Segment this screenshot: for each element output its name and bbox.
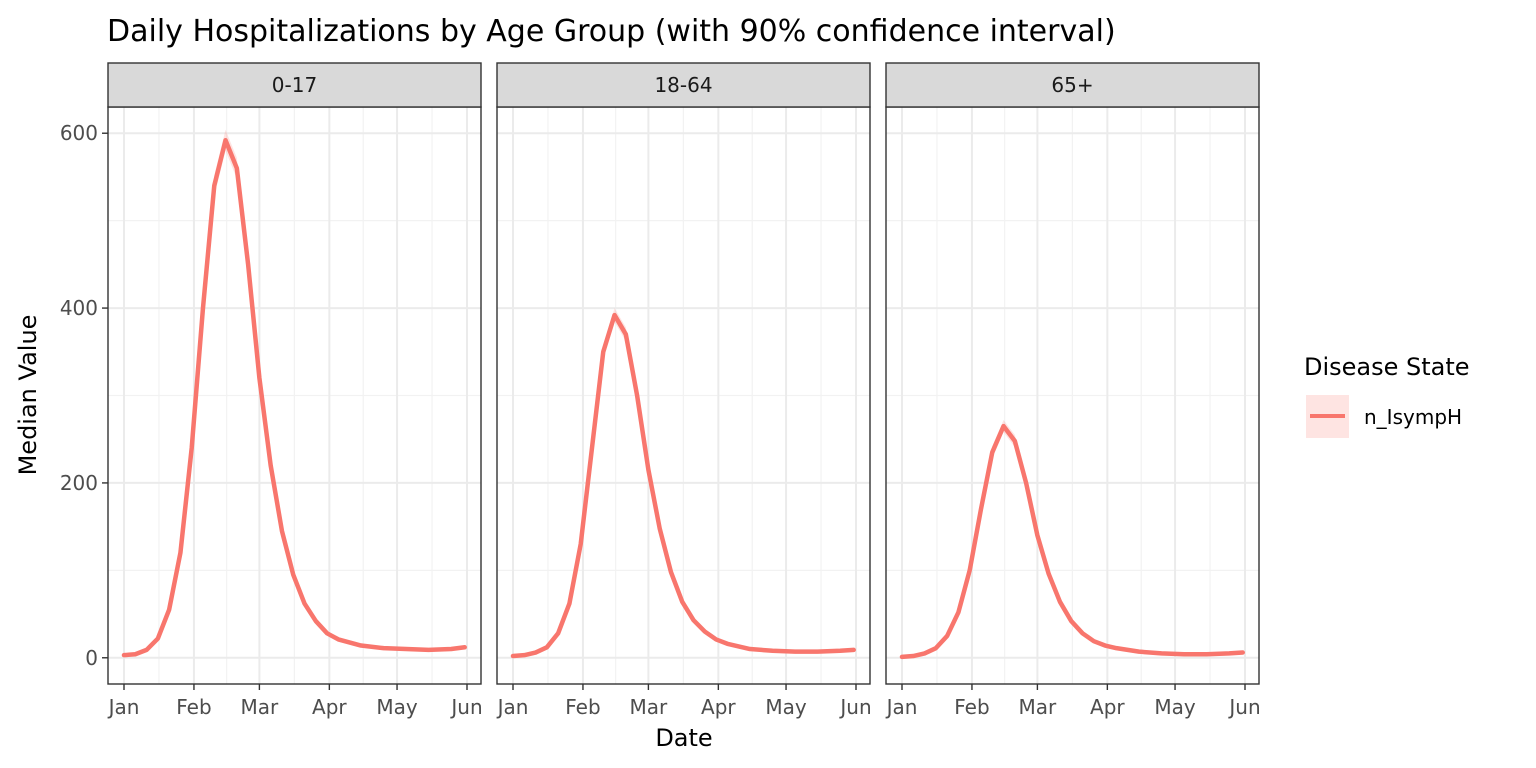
legend-entry-label: n_IsympH — [1364, 405, 1462, 429]
x-tick-label: May — [1154, 695, 1196, 719]
facet-panel-0-17: 0-17 Jan Feb Mar Apr May Jun 0 200 400 600 — [60, 62, 483, 719]
x-tick-label: Apr — [1090, 695, 1125, 719]
chart-title: Daily Hospitalizations by Age Group (wit… — [107, 14, 1116, 49]
median-line-n_IsympH — [121, 137, 467, 658]
y-tick-label: 400 — [60, 296, 98, 320]
x-tick-label: May — [765, 695, 807, 719]
legend-title: Disease State — [1304, 353, 1470, 381]
facet-strip-label: 0-17 — [272, 73, 317, 97]
x-tick-label: Mar — [241, 695, 280, 719]
median-line-n_IsympH — [510, 312, 856, 659]
y-tick-label: 200 — [60, 471, 98, 495]
x-tick-label: Jan — [496, 695, 529, 719]
x-tick-label: Jun — [1227, 695, 1260, 719]
y-axis-title: Median Value — [14, 315, 42, 476]
x-tick-label: Mar — [1019, 695, 1058, 719]
facet-strip-label: 18-64 — [654, 73, 712, 97]
facet-panels: 0-17 Jan Feb Mar Apr May Jun 0 200 400 600 18-64 Jan… — [60, 62, 1261, 719]
x-tick-label: Jan — [107, 695, 140, 719]
x-tick-label: May — [376, 695, 418, 719]
x-tick-label: Mar — [630, 695, 669, 719]
median-line-n_IsympH — [899, 423, 1245, 660]
facet-strip — [885, 62, 1260, 108]
facet-strip — [107, 62, 482, 108]
x-tick-label: Feb — [565, 695, 600, 719]
x-tick-label: Jan — [885, 695, 918, 719]
x-tick-label: Feb — [954, 695, 989, 719]
x-tick-label: Apr — [312, 695, 347, 719]
y-tick-label: 0 — [85, 646, 98, 670]
facet-panel-18-64: 18-64 Jan Feb Mar Apr May Jun — [496, 62, 872, 719]
legend: Disease State n_IsympH — [1304, 353, 1470, 438]
x-tick-label: Feb — [176, 695, 211, 719]
facet-strip — [496, 62, 871, 108]
x-axis-title: Date — [655, 724, 712, 752]
x-tick-label: Apr — [701, 695, 736, 719]
facet-strip-label: 65+ — [1051, 73, 1093, 97]
y-tick-label: 600 — [60, 121, 98, 145]
facet-panel-65+: 65+ Jan Feb Mar Apr May Jun — [885, 62, 1261, 719]
x-tick-label: Jun — [449, 695, 482, 719]
x-tick-label: Jun — [838, 695, 871, 719]
